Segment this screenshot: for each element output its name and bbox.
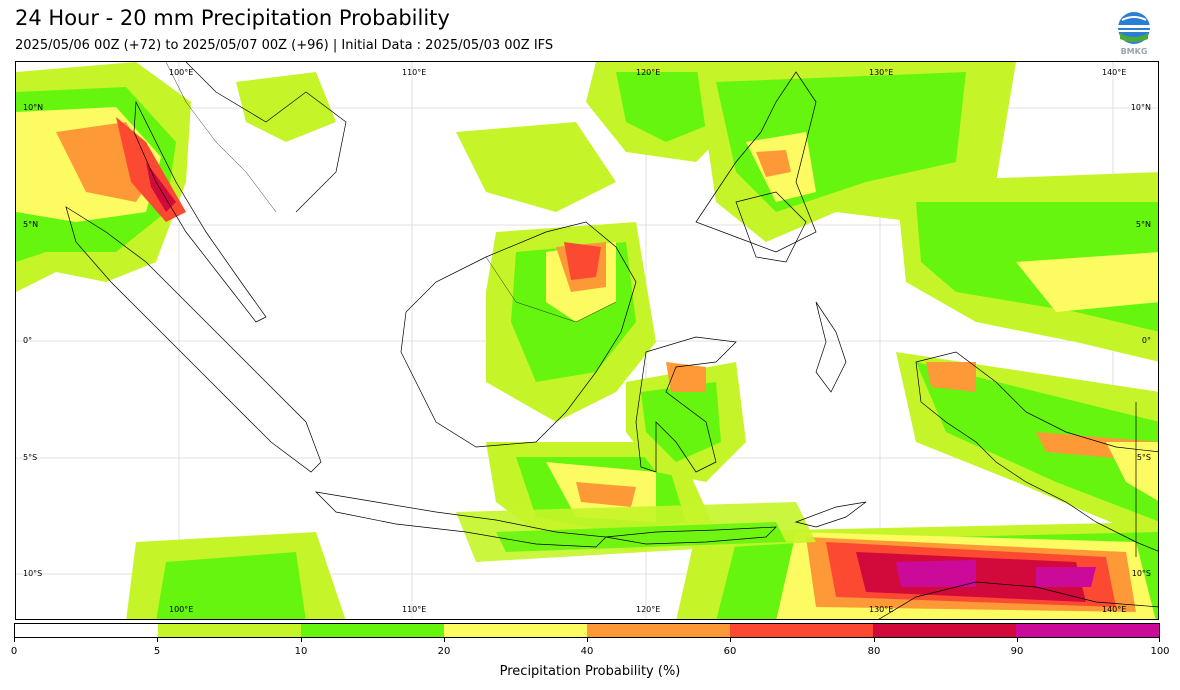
colorbar-segment xyxy=(873,624,1016,637)
lon-label-bottom: 120°E xyxy=(636,605,661,614)
precipitation-map: 100°E 110°E 120°E 130°E 140°E 100°E 110°… xyxy=(15,61,1159,620)
colorbar-tick-label: 10 xyxy=(294,646,308,657)
svg-text:BMKG: BMKG xyxy=(1121,47,1148,56)
colorbar-tick xyxy=(730,638,731,642)
lon-label-top: 110°E xyxy=(402,68,427,77)
colorbar-tick xyxy=(301,638,302,642)
colorbar-segment xyxy=(730,624,873,637)
lat-label-left: 10°S xyxy=(23,569,43,578)
lat-label-right: 5°N xyxy=(1135,220,1151,229)
colorbar xyxy=(14,623,1160,638)
colorbar-tick-label: 20 xyxy=(437,646,451,657)
colorbar-segment xyxy=(1016,624,1159,637)
colorbar-tick xyxy=(1159,638,1160,642)
lat-label-left: 10°N xyxy=(23,103,44,112)
lat-label-right: 10°S xyxy=(1131,569,1151,578)
lat-label-left: 5°S xyxy=(23,453,38,462)
borders xyxy=(165,62,617,323)
colorbar-tick-label: 60 xyxy=(723,646,737,657)
lon-label-bottom: 110°E xyxy=(402,605,427,614)
colorbar-segment xyxy=(444,624,587,637)
colorbar-tick-label: 80 xyxy=(867,646,881,657)
colorbar-tick xyxy=(444,638,445,642)
colorbar-tick-label: 100 xyxy=(1150,646,1170,657)
map-subtitle: 2025/05/06 00Z (+72) to 2025/05/07 00Z (… xyxy=(15,38,554,53)
colorbar-tick xyxy=(874,638,875,642)
colorbar-segment xyxy=(587,624,730,637)
lon-label-top: 120°E xyxy=(636,68,661,77)
lat-label-left: 0° xyxy=(23,336,33,345)
colorbar-label: Precipitation Probability (%) xyxy=(499,664,681,679)
colorbar-segment xyxy=(15,624,158,637)
colorbar-tick-label: 90 xyxy=(1010,646,1024,657)
colorbar-segment xyxy=(301,624,444,637)
colorbar-tick xyxy=(587,638,588,642)
lat-label-left: 5°N xyxy=(23,220,39,229)
lat-label-right: 5°S xyxy=(1136,453,1151,462)
colorbar-tick-label: 5 xyxy=(153,646,161,657)
lon-label-bottom: 130°E xyxy=(869,605,894,614)
lat-label-right: 10°N xyxy=(1130,103,1151,112)
colorbar-tick xyxy=(14,638,15,642)
colorbar-tick-label: 0 xyxy=(10,646,18,657)
coastlines xyxy=(65,62,1158,619)
precip-field xyxy=(16,62,1158,619)
colorbar-segment xyxy=(158,624,301,637)
lon-label-bottom: 100°E xyxy=(169,605,194,614)
lon-label-bottom: 140°E xyxy=(1102,605,1127,614)
colorbar-tick xyxy=(157,638,158,642)
bmkg-logo: BMKG xyxy=(1114,11,1154,57)
colorbar-tick-label: 40 xyxy=(580,646,594,657)
map-title: 24 Hour - 20 mm Precipitation Probabilit… xyxy=(15,6,450,30)
map-canvas xyxy=(16,62,1158,619)
lon-label-top: 140°E xyxy=(1102,68,1127,77)
colorbar-tick xyxy=(1017,638,1018,642)
lat-label-right: 0° xyxy=(1141,336,1151,345)
lon-label-top: 100°E xyxy=(169,68,194,77)
lon-label-top: 130°E xyxy=(869,68,894,77)
